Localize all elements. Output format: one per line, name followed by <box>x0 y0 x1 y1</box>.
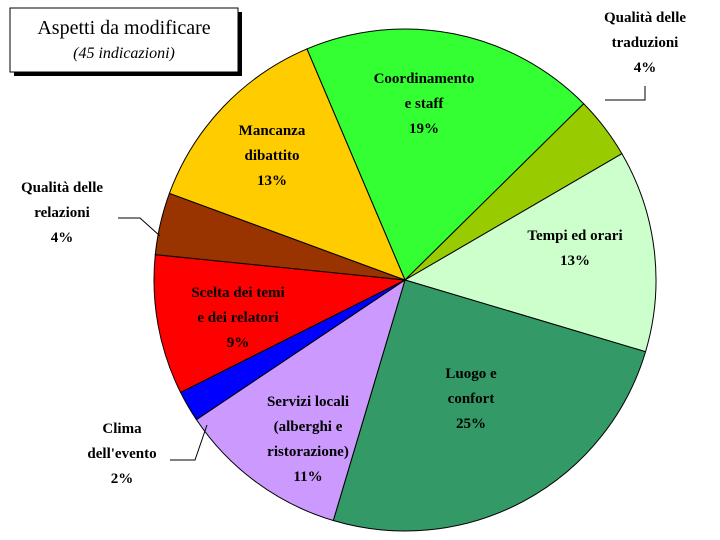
chart-subtitle: (45 indicazioni) <box>73 45 175 62</box>
slice-label: Luogo e confort <box>445 366 497 407</box>
leader-line <box>170 424 208 461</box>
pie-slice <box>168 48 406 281</box>
value-label: 4% <box>51 230 74 246</box>
slice-label: Servizi locali (alberghi e ristorazione) <box>267 394 349 460</box>
value-label: 13% <box>257 173 287 189</box>
slice-label: Mancanza dibattito <box>239 123 306 164</box>
leader-line <box>118 217 161 237</box>
slice-label: Clima dell'evento <box>87 421 156 462</box>
pie-slice <box>195 278 406 522</box>
value-label: 19% <box>409 121 439 137</box>
value-label: 11% <box>293 469 322 485</box>
slice-label: Scelta dei temi e dei relatori <box>191 285 284 326</box>
slice-label: Qualità delle relazioni <box>21 180 103 221</box>
chart-title: Aspetti da modificare <box>37 17 210 39</box>
value-label: 9% <box>227 335 250 351</box>
slice-label: Coordinamento e staff <box>374 71 475 112</box>
title-box <box>9 7 239 73</box>
pie-slice <box>332 279 647 532</box>
pie-slice <box>403 153 657 353</box>
pie-slice <box>153 254 407 394</box>
value-label: 25% <box>456 416 486 432</box>
leader-line <box>605 86 646 101</box>
value-label: 13% <box>560 253 590 269</box>
slice-label: Qualità delle traduzioni <box>604 10 686 51</box>
pie-slice <box>306 28 585 281</box>
slice-label: Tempi ed orari <box>527 228 622 244</box>
value-label: 4% <box>634 60 657 76</box>
value-label: 2% <box>111 471 134 487</box>
